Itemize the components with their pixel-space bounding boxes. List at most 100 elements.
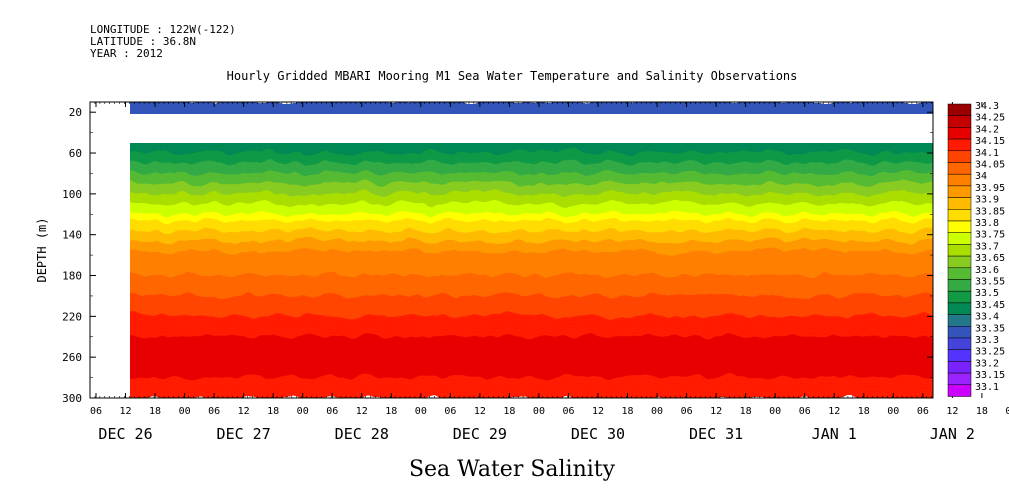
salinity-band — [120, 312, 933, 317]
y-tick-label: 300 — [62, 392, 82, 405]
x-tick-label: 12 — [946, 406, 958, 417]
salinity-band — [120, 377, 933, 382]
salinity-band — [120, 268, 933, 273]
colorbar-label: 34.3 — [975, 101, 999, 112]
colorbar-swatch — [947, 209, 972, 222]
colorbar-label: 33.75 — [975, 230, 1005, 241]
salinity-band — [120, 189, 933, 195]
salinity-band — [120, 217, 933, 222]
salinity-band — [120, 196, 933, 202]
colorbar-swatch — [947, 361, 972, 374]
x-tick-label: 18 — [622, 406, 634, 417]
salinity-band — [120, 166, 933, 171]
chart-title: Hourly Gridded MBARI Mooring M1 Sea Wate… — [227, 69, 798, 83]
x-tick-label: 00 — [769, 406, 781, 417]
x-tick-label: 18 — [976, 406, 988, 417]
salinity-band — [120, 159, 933, 164]
colorbar-swatch — [947, 138, 972, 152]
salinity-band — [120, 258, 933, 263]
colorbar-label: 33.35 — [975, 323, 1005, 334]
x-tick-label: 06 — [562, 406, 574, 417]
x-tick-label: 12 — [828, 406, 840, 417]
x-day-label: DEC 28 — [335, 425, 389, 443]
colorbar-swatch — [947, 302, 972, 315]
x-tick-label: 12 — [592, 406, 604, 417]
salinity-band — [120, 162, 933, 168]
x-day-label: JAN 1 — [812, 425, 857, 443]
x-tick-label: 06 — [681, 406, 693, 417]
salinity-band — [120, 264, 933, 270]
x-tick-label: 12 — [710, 406, 722, 417]
colorbar-swatch — [947, 197, 972, 210]
colorbar-label: 33.2 — [975, 358, 999, 369]
x-day-label: DEC 26 — [98, 425, 152, 443]
colorbar-swatch — [947, 279, 972, 292]
colorbar-label: 33.4 — [975, 312, 999, 323]
colorbar-swatch — [947, 349, 972, 362]
colorbar-swatch — [947, 384, 972, 397]
colorbar-swatch — [947, 127, 972, 140]
salinity-band — [120, 322, 933, 328]
x-tick-label: 00 — [651, 406, 663, 417]
y-tick-label: 100 — [62, 188, 82, 201]
x-tick-label: 12 — [120, 406, 132, 417]
y-tick-label: 220 — [62, 310, 82, 323]
colorbar-swatch — [947, 115, 972, 128]
x-tick-label: 06 — [917, 406, 929, 417]
salinity-band — [120, 220, 933, 225]
colorbar-label: 33.45 — [975, 300, 1005, 311]
x-axis-label: Sea Water Salinity — [409, 457, 616, 482]
x-tick-label: 18 — [740, 406, 752, 417]
x-tick-label: 12 — [356, 406, 368, 417]
colorbar-swatch — [947, 103, 972, 116]
salinity-band — [120, 319, 933, 324]
salinity-band — [120, 292, 933, 297]
longitude-label: LONGITUDE : 122W(-122) — [90, 23, 236, 36]
colorbar-legend: 34.334.2534.234.1534.134.053433.9533.933… — [947, 101, 1005, 397]
surface-layer — [130, 104, 933, 114]
colorbar-swatch — [947, 185, 972, 198]
x-tick-label: 18 — [385, 406, 397, 417]
salinity-band — [120, 298, 933, 304]
salinity-band — [120, 183, 933, 188]
y-tick-label: 60 — [69, 147, 82, 160]
salinity-band — [120, 356, 933, 362]
x-tick-label: 18 — [858, 406, 870, 417]
x-day-label: DEC 29 — [453, 425, 507, 443]
salinity-band — [120, 210, 933, 215]
salinity-band — [120, 387, 933, 392]
colorbar-swatch — [947, 267, 972, 280]
missing-data-gap — [130, 114, 933, 143]
salinity-band — [120, 230, 933, 236]
salinity-band — [120, 200, 933, 205]
colorbar-label: 33.15 — [975, 370, 1005, 381]
x-day-label: JAN 2 — [930, 425, 975, 443]
salinity-band — [120, 329, 933, 334]
x-tick-label: 06 — [208, 406, 220, 417]
colorbar-swatch — [947, 255, 972, 269]
salinity-band — [120, 206, 933, 212]
salinity-band — [120, 169, 933, 174]
colorbar-swatch — [947, 220, 972, 233]
x-tick-label: 06 — [799, 406, 811, 417]
salinity-band — [120, 302, 933, 307]
salinity-band — [120, 261, 933, 266]
salinity-band — [120, 326, 933, 331]
salinity-band — [120, 237, 933, 242]
colorbar-swatch — [947, 372, 972, 386]
salinity-band — [120, 281, 933, 287]
salinity-band — [120, 186, 933, 191]
colorbar-label: 33.6 — [975, 265, 999, 276]
salinity-band — [120, 223, 933, 229]
colorbar-label: 33.1 — [975, 382, 999, 393]
salinity-band — [120, 360, 933, 365]
colorbar-swatch — [947, 244, 972, 257]
colorbar-label: 34 — [975, 171, 987, 182]
y-tick-label: 260 — [62, 351, 82, 364]
latitude-label: LATITUDE : 36.8N — [90, 35, 196, 48]
x-day-label: DEC 31 — [689, 425, 743, 443]
x-tick-label: 00 — [1005, 406, 1009, 417]
x-tick-label: 06 — [326, 406, 338, 417]
salinity-band — [120, 244, 933, 249]
